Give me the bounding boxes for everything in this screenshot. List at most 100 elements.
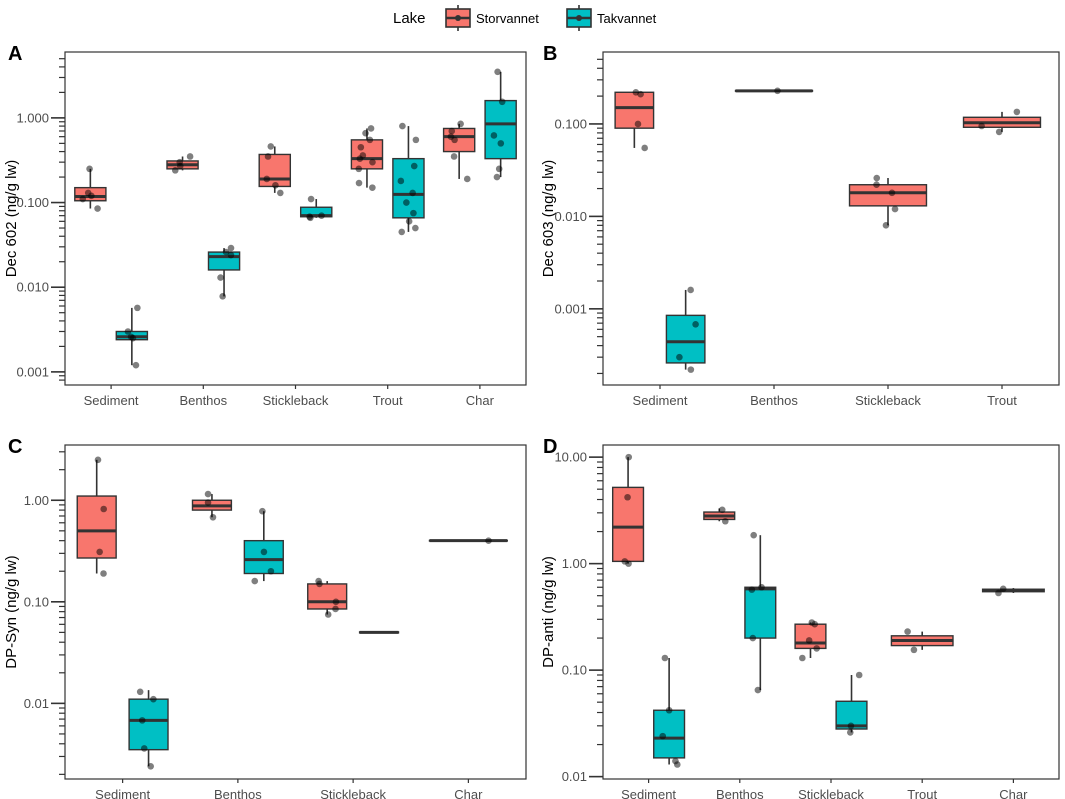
box-sediment-takvannet bbox=[665, 286, 706, 373]
data-point bbox=[315, 577, 322, 585]
data-point bbox=[227, 251, 235, 259]
data-point bbox=[493, 173, 501, 181]
data-point bbox=[140, 745, 148, 752]
data-point bbox=[497, 140, 505, 147]
data-point bbox=[692, 321, 699, 328]
data-point bbox=[204, 499, 212, 506]
x-tick-label-char: Char bbox=[466, 393, 495, 408]
data-point bbox=[134, 304, 141, 312]
data-point bbox=[366, 136, 374, 144]
data-point bbox=[463, 175, 471, 183]
data-point bbox=[450, 153, 458, 160]
data-point bbox=[410, 162, 418, 170]
data-point bbox=[490, 132, 498, 139]
panel-d: D DP-anti (ng/g lw) 0.01 0.10 1.00 10.00 Sedim… bbox=[540, 436, 1060, 799]
box-benthos-storvannet bbox=[166, 153, 199, 174]
data-point bbox=[412, 224, 419, 232]
data-point bbox=[813, 645, 820, 652]
y-tick-label: 0.100 bbox=[16, 195, 49, 210]
data-point bbox=[332, 605, 339, 613]
box-stickleback-takvannet bbox=[299, 195, 333, 222]
x-tick-label-trout: Trout bbox=[373, 393, 403, 408]
data-point bbox=[219, 293, 226, 300]
data-point bbox=[978, 122, 985, 130]
y-tick-label: 1.000 bbox=[16, 110, 49, 125]
data-point bbox=[665, 706, 673, 714]
data-point bbox=[774, 87, 781, 95]
data-point bbox=[138, 717, 146, 724]
data-point bbox=[397, 177, 405, 185]
x-tick-label-sediment: Sediment bbox=[95, 787, 150, 799]
box-body bbox=[350, 139, 384, 170]
y-axis-title: Dec 602 (ng/g lw) bbox=[3, 160, 20, 278]
data-point bbox=[624, 493, 631, 501]
data-point bbox=[632, 88, 640, 96]
box-benthos-takvannet bbox=[207, 244, 241, 300]
data-point bbox=[485, 537, 492, 544]
data-point bbox=[634, 120, 642, 128]
box-body bbox=[307, 583, 348, 610]
data-point bbox=[891, 205, 899, 213]
data-point bbox=[758, 583, 765, 591]
box-sediment-takvannet bbox=[653, 654, 686, 768]
data-point bbox=[277, 189, 284, 197]
box-stickleback-storvannet bbox=[848, 174, 928, 229]
x-tick-label-trout: Trout bbox=[907, 787, 937, 799]
panel-letter: B bbox=[543, 43, 557, 65]
data-point bbox=[641, 144, 648, 152]
data-point bbox=[100, 505, 107, 513]
data-point bbox=[355, 179, 363, 187]
y-axis-title: DP-Syn (ng/g lw) bbox=[3, 555, 20, 668]
x-tick-label-sediment: Sediment bbox=[84, 393, 139, 408]
data-point bbox=[687, 366, 695, 373]
data-point bbox=[272, 181, 279, 189]
data-point bbox=[332, 598, 340, 606]
box-body bbox=[794, 623, 827, 650]
data-point bbox=[847, 722, 855, 730]
data-point bbox=[176, 158, 184, 166]
y-tick-label: 0.001 bbox=[554, 301, 587, 316]
legend-title: Lake bbox=[393, 10, 426, 27]
box-trout-storvannet bbox=[890, 628, 954, 654]
box-sediment-storvannet bbox=[614, 88, 655, 152]
data-point bbox=[209, 513, 217, 521]
x-tick-label-char: Char bbox=[454, 787, 483, 799]
panel-letter: A bbox=[8, 43, 22, 65]
data-point bbox=[318, 212, 325, 219]
panel-letter: C bbox=[8, 436, 22, 458]
plot-border bbox=[602, 51, 1060, 386]
box-body bbox=[744, 586, 777, 639]
data-point bbox=[132, 361, 140, 369]
data-point bbox=[999, 585, 1007, 593]
data-point bbox=[94, 205, 101, 212]
x-tick-label-stickleback: Stickleback bbox=[320, 787, 386, 799]
y-tick-label: 0.10 bbox=[24, 594, 49, 609]
data-point bbox=[399, 122, 406, 130]
y-tick-label: 0.100 bbox=[554, 116, 587, 131]
y-tick-label: 1.00 bbox=[562, 556, 587, 571]
box-body bbox=[848, 184, 928, 207]
data-point bbox=[410, 209, 417, 217]
data-point bbox=[267, 143, 275, 150]
box-stickleback-storvannet bbox=[307, 577, 348, 618]
data-point bbox=[846, 729, 854, 736]
x-tick-label-char: Char bbox=[999, 787, 1028, 799]
data-point bbox=[86, 165, 93, 173]
box-stickleback-storvannet bbox=[258, 143, 292, 197]
x-tick-label-benthos: Benthos bbox=[214, 787, 262, 799]
data-point bbox=[805, 637, 813, 644]
data-point bbox=[124, 328, 132, 335]
data-point bbox=[94, 456, 102, 464]
data-point bbox=[904, 628, 911, 635]
data-point bbox=[498, 98, 506, 106]
box-body bbox=[128, 698, 169, 751]
box-trout-storvannet bbox=[962, 108, 1042, 136]
data-point bbox=[672, 757, 679, 765]
box-body bbox=[392, 157, 425, 219]
y-tick-label: 0.10 bbox=[562, 663, 587, 678]
x-tick-label-sediment: Sediment bbox=[621, 787, 676, 799]
box-body bbox=[484, 99, 517, 160]
data-point bbox=[79, 195, 87, 203]
data-point bbox=[799, 654, 806, 662]
